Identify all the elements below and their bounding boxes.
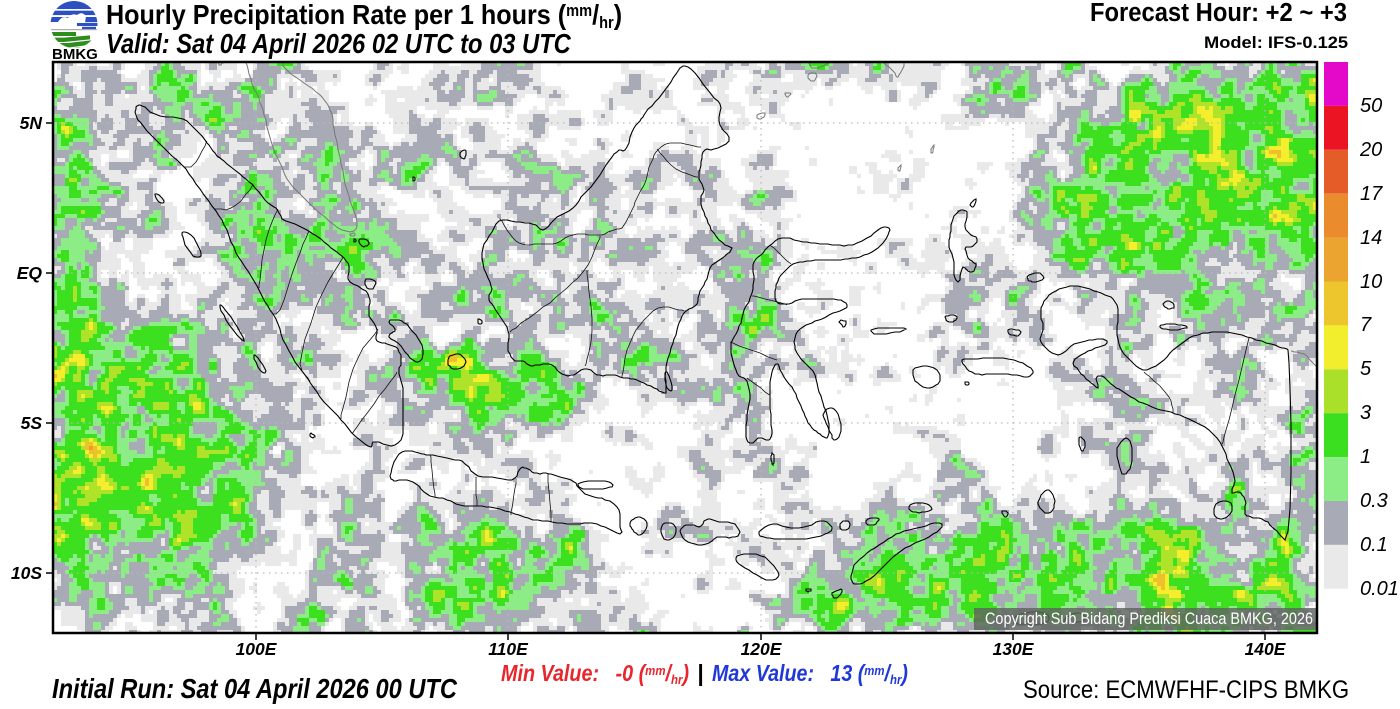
svg-text:5N: 5N	[20, 113, 43, 133]
svg-text:5: 5	[1360, 358, 1372, 380]
svg-text:120E: 120E	[741, 639, 783, 659]
svg-text:1: 1	[1360, 446, 1371, 468]
svg-text:0.3: 0.3	[1360, 490, 1388, 512]
svg-text:7: 7	[1360, 314, 1372, 336]
svg-text:10S: 10S	[11, 563, 42, 583]
svg-text:20: 20	[1359, 139, 1382, 161]
svg-text:17: 17	[1360, 183, 1383, 205]
svg-text:EQ: EQ	[17, 263, 43, 283]
svg-text:140E: 140E	[1245, 639, 1287, 659]
svg-text:5S: 5S	[21, 413, 43, 433]
svg-text:14: 14	[1360, 227, 1382, 249]
svg-text:0.1: 0.1	[1360, 534, 1388, 556]
svg-text:Copyright Sub Bidang Prediksi: Copyright Sub Bidang Prediksi Cuaca BMKG…	[985, 609, 1313, 628]
svg-text:3: 3	[1360, 402, 1371, 424]
svg-text:50: 50	[1360, 95, 1382, 117]
svg-text:110E: 110E	[488, 639, 529, 659]
svg-text:10: 10	[1360, 271, 1382, 293]
svg-text:130E: 130E	[993, 639, 1035, 659]
svg-text:0.01: 0.01	[1360, 578, 1399, 600]
svg-text:100E: 100E	[236, 639, 278, 659]
